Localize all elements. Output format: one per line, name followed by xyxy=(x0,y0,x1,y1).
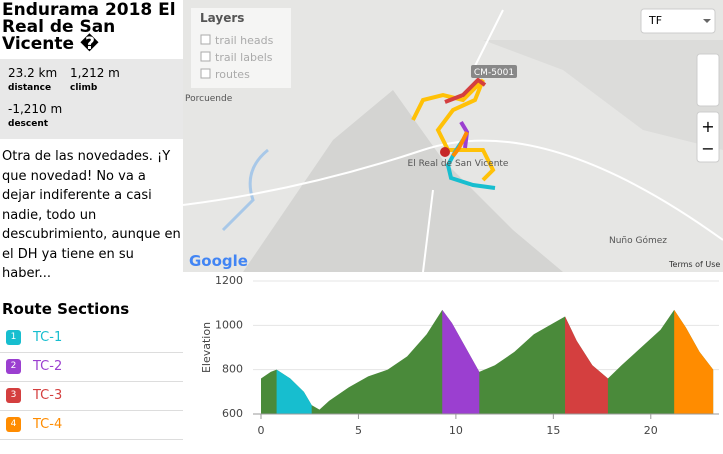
route-title: Endurama 2018 El Real de San Vicente � xyxy=(2,0,176,54)
y-tick-label: 600 xyxy=(222,407,243,420)
y-axis-label: Elevation xyxy=(200,322,213,373)
x-tick-label: 10 xyxy=(449,424,463,437)
select[interactable] xyxy=(640,8,716,34)
y-tick-label: 1200 xyxy=(215,274,243,287)
section-item[interactable]: 2 TC-2 xyxy=(0,353,183,382)
layers: trail heads trail labels routes xyxy=(200,34,274,81)
section-badge: 4 xyxy=(6,417,21,432)
stats: 23.2 km distance 1,212 m climb -1,210 m des… xyxy=(0,59,183,139)
section-badge: 1 xyxy=(6,330,21,345)
select-arrow xyxy=(703,19,711,23)
section-item[interactable]: 1 TC-1 xyxy=(0,324,183,353)
section-area xyxy=(565,316,608,414)
section-badge: 3 xyxy=(6,388,21,403)
stat-label: descent xyxy=(8,119,49,129)
layer-label: trail labels xyxy=(215,51,273,64)
y-tick-label: 1000 xyxy=(215,318,243,331)
section-item[interactable]: 4 TC-4 xyxy=(0,411,183,440)
trail xyxy=(444,77,487,104)
marker[interactable] xyxy=(440,147,450,157)
road-badge xyxy=(471,65,517,78)
river xyxy=(221,148,269,232)
map-logo: Google xyxy=(189,252,248,270)
road xyxy=(422,9,504,272)
section-name: TC-4 xyxy=(33,417,63,432)
section-name: TC-2 xyxy=(33,359,63,374)
place-label: Nuño Gómez xyxy=(609,235,667,246)
stat-label: climb xyxy=(70,83,98,93)
section-name: TC-3 xyxy=(33,388,63,403)
place-label: Porcuende xyxy=(185,94,233,104)
map[interactable]: CM-5001 El Real de San Vicente Nuño Góme… xyxy=(183,0,723,272)
section-area xyxy=(276,369,312,414)
stat: 1,212 m climb xyxy=(70,66,132,93)
trail xyxy=(411,78,496,182)
terrain xyxy=(483,40,723,150)
zoom-in[interactable]: + xyxy=(701,117,714,136)
checkbox[interactable] xyxy=(200,51,211,62)
zoom-out[interactable]: − xyxy=(701,139,714,158)
road xyxy=(183,139,723,241)
elevation-chart: 600 800 1000 1200 0 5 10 15 20 Elevation xyxy=(200,274,719,437)
section-area xyxy=(442,309,480,414)
section-list: 1 TC-1 2 TC-2 3 TC-3 4 TC-4 xyxy=(0,324,183,440)
terms[interactable]: Terms of Use xyxy=(668,260,720,269)
map-tools[interactable] xyxy=(696,53,720,107)
x-tick-label: 20 xyxy=(644,424,658,437)
stat-value: 23.2 km xyxy=(8,66,58,80)
sidebar: Endurama 2018 El Real de San Vicente � 2… xyxy=(0,0,183,454)
section-area xyxy=(674,309,714,414)
select-value: TF xyxy=(648,14,662,27)
checkbox[interactable] xyxy=(200,34,211,45)
stat-value: 1,212 m xyxy=(70,66,120,80)
layer-label: trail heads xyxy=(215,34,274,47)
checkbox[interactable] xyxy=(200,68,211,79)
x-tick-label: 15 xyxy=(546,424,560,437)
layers-title: Layers xyxy=(200,11,244,25)
layer-label: routes xyxy=(215,68,250,81)
section-name: TC-1 xyxy=(33,330,63,345)
stat: 23.2 km distance xyxy=(8,66,70,93)
x-tick-label: 0 xyxy=(258,424,265,437)
section-item[interactable]: 3 TC-3 xyxy=(0,382,183,411)
stat: -1,210 m descent xyxy=(8,102,70,129)
stat-label: distance xyxy=(8,83,52,93)
section-badge: 2 xyxy=(6,359,21,374)
sections-heading: Route Sections xyxy=(2,299,130,318)
trail xyxy=(451,131,469,158)
y-tick-label: 800 xyxy=(222,363,243,376)
stat-value: -1,210 m xyxy=(8,102,63,116)
terrain xyxy=(243,90,563,272)
description: Otra de las novedades. ¡Y que novedad! N… xyxy=(2,149,181,281)
place-label: El Real de San Vicente xyxy=(408,159,509,169)
x-tick-label: 5 xyxy=(355,424,362,437)
zoom-controls[interactable] xyxy=(696,111,720,163)
road-label: CM-5001 xyxy=(474,68,514,78)
